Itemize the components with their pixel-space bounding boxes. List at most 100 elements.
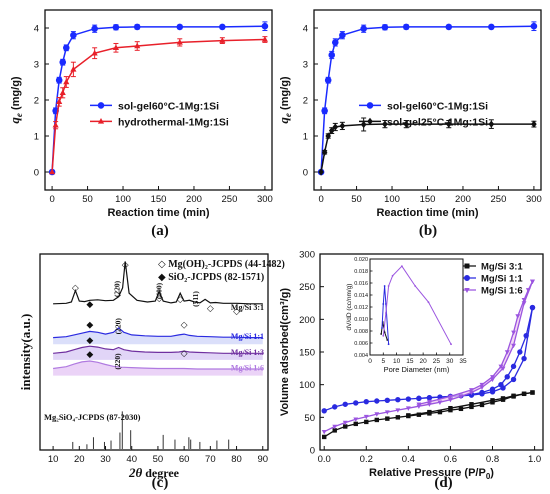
chart-d: 0.0 0.2 0.4 0.6 0.8 1.0050100150200250300Rela…: [279, 250, 544, 491]
data-point: [504, 374, 510, 380]
isotherm-0: [322, 390, 535, 440]
y-tick-label: 300: [299, 250, 315, 261]
data-point: [381, 23, 389, 31]
data-point: [530, 390, 535, 395]
inset-y-tick-label: 0.018: [354, 269, 368, 275]
peak-symbol: ◇: [156, 293, 163, 303]
data-point: [112, 44, 120, 51]
data-point: [405, 396, 412, 402]
pattern-line: [53, 345, 263, 354]
inset-data-point: [380, 333, 383, 335]
inset-line-2: [382, 265, 452, 345]
data-point: [325, 132, 331, 140]
y-tick-label: 4: [303, 24, 308, 35]
x-axis-label-theta: θ: [135, 465, 142, 480]
data-point: [55, 76, 63, 84]
data-point: [488, 23, 495, 31]
inset-y-tick-label: 0.016: [354, 281, 368, 287]
inset-data-point: [387, 285, 390, 287]
inset-data-point: [386, 339, 389, 341]
data-point: [416, 412, 422, 417]
inset-y-tick-label: 0.008: [354, 329, 368, 335]
data-point: [321, 148, 328, 156]
data-point: [342, 420, 348, 426]
inset-data-point: [387, 343, 390, 346]
xrd-pattern-1: Mg/Si 1:1: [53, 327, 264, 345]
inset-data-point: [427, 301, 430, 304]
legend-label: Mg/Si 1:1: [481, 274, 523, 285]
peak-label: (220): [114, 318, 123, 335]
inset-y-tick-label: 0.004: [354, 353, 368, 359]
pattern-line: [53, 261, 263, 305]
data-point: [427, 409, 432, 415]
panel-label: (c): [152, 475, 169, 491]
x-tick-label: 150: [420, 194, 436, 205]
inset-data-point: [385, 312, 387, 314]
inset-y-tick-label: 0.012: [354, 305, 368, 311]
data-point: [374, 398, 380, 404]
data-point: [402, 23, 410, 31]
inset-data-point: [381, 327, 383, 329]
x-tick-label: 100: [115, 194, 131, 205]
data-point: [448, 405, 453, 411]
data-point: [490, 398, 495, 403]
y-tick-label: 0: [34, 168, 39, 179]
x-tick-label: 300: [526, 194, 542, 205]
inset-data-point: [383, 285, 386, 287]
x-tick-label: 250: [222, 194, 238, 205]
data-point: [530, 22, 538, 30]
data-point: [360, 120, 367, 129]
inset-data-point: [450, 343, 452, 346]
x-axis-label: Reaction time (min): [376, 207, 478, 219]
inset-y-axis-label: dV/dD (cc/nm/g): [346, 284, 353, 331]
data-point: [56, 98, 63, 105]
panel-label: (a): [151, 223, 169, 239]
data-point: [332, 404, 338, 410]
legend-label: sol-gel60°C-1Mg:1Si: [118, 100, 219, 112]
series-line: [51, 25, 265, 173]
x-axis-label-main: 2: [128, 465, 136, 480]
data-point: [531, 120, 537, 128]
peak-symbol: ◇: [233, 306, 240, 316]
data-point: [448, 397, 453, 403]
data-point: [405, 406, 411, 411]
y-tick-label: 3: [303, 60, 308, 71]
data-point: [498, 364, 504, 370]
chart-b: 0 50 100 150 200 250 300 0 1 2 3 4 Reaction time (mi…: [276, 9, 542, 239]
x-tick-label: 20: [74, 454, 85, 465]
data-point: [426, 402, 432, 407]
y-tick-label: 200: [299, 315, 315, 326]
data-point: [343, 424, 348, 429]
x-tick-label: 50: [82, 194, 93, 205]
series-0: [317, 21, 538, 176]
x-axis-label-end: ): [490, 467, 494, 479]
isotherm-2: [321, 279, 535, 435]
data-point: [360, 25, 367, 33]
data-point: [521, 297, 527, 303]
data-point: [353, 421, 358, 427]
data-point: [328, 126, 335, 135]
data-point: [511, 393, 516, 398]
inset-data-point: [391, 274, 394, 277]
data-point: [332, 123, 339, 131]
data-point: [403, 120, 410, 128]
peak-symbol: ◆: [86, 320, 93, 330]
y-tick-label: 1: [303, 132, 308, 143]
pattern-label: Mg/Si 1:1: [231, 332, 264, 341]
data-point: [324, 76, 332, 84]
inset-chart: 0 5 10 15 20 25 30 35 0.004 0.006 0.008 0.010 0.012 0…: [346, 257, 467, 374]
peak-symbol: ◇: [181, 320, 188, 330]
data-point: [530, 279, 535, 285]
data-point: [332, 424, 338, 430]
xrd-pattern-2: Mg/Si 1:3: [53, 345, 264, 360]
data-point: [331, 39, 339, 46]
data-point: [479, 382, 485, 388]
legend-label: Mg/Si 3:1: [481, 262, 523, 273]
data-point: [219, 37, 226, 43]
x-tick-label: 0: [49, 194, 54, 205]
data-point: [458, 406, 464, 412]
data-point: [525, 288, 531, 293]
pattern-line: [53, 360, 263, 370]
panel-label: (d): [434, 475, 452, 491]
